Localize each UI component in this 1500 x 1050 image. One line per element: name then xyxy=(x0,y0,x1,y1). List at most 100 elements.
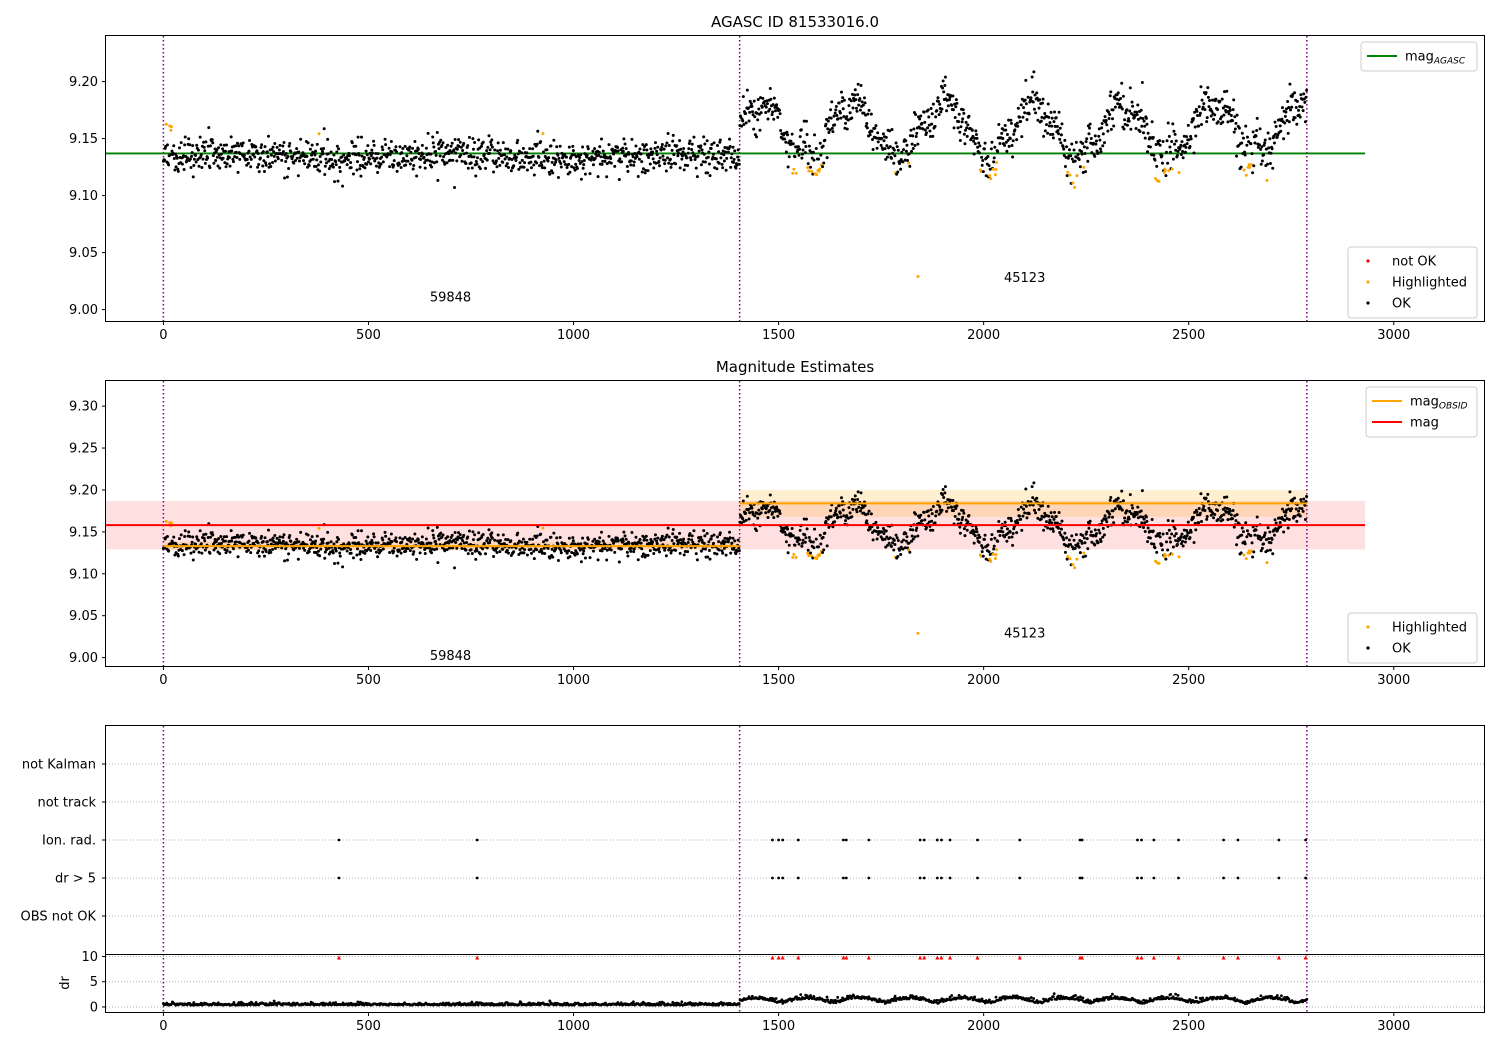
category-label: Ion. rad. xyxy=(42,834,96,849)
data-point xyxy=(228,164,232,168)
data-point xyxy=(724,168,728,172)
data-point xyxy=(973,142,977,146)
data-point xyxy=(384,534,388,538)
data-point xyxy=(939,110,943,114)
dr-point xyxy=(321,1001,325,1005)
data-point xyxy=(786,165,790,169)
data-point xyxy=(819,542,823,546)
data-point xyxy=(1116,102,1120,106)
data-point xyxy=(908,528,912,532)
data-point xyxy=(487,134,491,138)
data-point xyxy=(465,151,469,155)
data-point xyxy=(1235,113,1239,117)
data-point xyxy=(812,546,816,550)
data-point xyxy=(1189,137,1193,141)
data-point xyxy=(1066,170,1070,174)
data-point xyxy=(1127,517,1131,521)
data-point xyxy=(1198,511,1202,515)
data-point xyxy=(666,526,670,530)
data-point xyxy=(1063,165,1067,169)
data-point xyxy=(703,534,707,538)
data-point xyxy=(1059,533,1063,537)
data-point xyxy=(1112,124,1116,128)
data-point xyxy=(1262,542,1266,546)
data-point xyxy=(986,154,990,158)
data-point xyxy=(461,539,465,543)
data-point xyxy=(869,512,873,516)
data-point xyxy=(1009,516,1013,520)
data-point xyxy=(718,138,722,142)
data-point xyxy=(1234,121,1238,125)
data-point xyxy=(539,161,543,165)
y-tick-label: 9.05 xyxy=(69,609,98,624)
data-point xyxy=(376,170,380,174)
data-point xyxy=(550,547,554,551)
data-point xyxy=(864,513,868,517)
data-point xyxy=(1262,153,1266,157)
data-point xyxy=(394,536,398,540)
data-point xyxy=(892,148,896,152)
data-point xyxy=(465,541,469,545)
panel4-data xyxy=(106,954,1484,1012)
data-point xyxy=(1294,106,1298,110)
data-point xyxy=(712,533,716,537)
data-point xyxy=(1227,512,1231,516)
data-point xyxy=(1101,526,1105,530)
data-point xyxy=(929,106,933,110)
data-point xyxy=(1294,507,1298,511)
data-point xyxy=(1302,92,1306,96)
data-point xyxy=(1245,135,1249,139)
dr-point xyxy=(799,993,803,997)
data-point xyxy=(231,160,235,164)
data-point xyxy=(951,499,955,503)
data-point xyxy=(723,536,727,540)
data-point xyxy=(841,107,845,111)
data-point xyxy=(1084,140,1088,144)
data-point xyxy=(1057,132,1061,136)
data-point xyxy=(1286,131,1290,135)
data-point xyxy=(641,167,645,171)
data-point xyxy=(729,165,733,169)
data-point xyxy=(640,170,644,174)
data-point xyxy=(575,552,579,556)
data-point xyxy=(230,539,234,543)
data-point xyxy=(509,539,513,543)
data-point xyxy=(557,156,561,160)
data-point xyxy=(1183,143,1187,147)
data-point xyxy=(720,152,724,156)
data-point xyxy=(793,155,797,159)
data-point xyxy=(1128,86,1132,90)
data-point xyxy=(847,104,851,108)
data-point xyxy=(477,531,481,535)
data-point xyxy=(1272,533,1276,537)
data-point xyxy=(225,143,229,147)
data-point xyxy=(657,547,661,551)
legend-label: Highlighted xyxy=(1392,621,1467,636)
data-point xyxy=(1111,108,1115,112)
data-point xyxy=(644,553,648,557)
data-point xyxy=(744,511,748,515)
data-point xyxy=(408,162,412,166)
data-point xyxy=(551,171,555,175)
data-point xyxy=(896,538,900,542)
data-point xyxy=(860,100,864,104)
panel2-frame xyxy=(105,380,1485,667)
data-point xyxy=(1049,110,1053,114)
data-point xyxy=(432,145,436,149)
data-point xyxy=(354,144,358,148)
data-point xyxy=(680,157,684,161)
data-point xyxy=(548,556,552,560)
data-point xyxy=(399,166,403,170)
data-point xyxy=(238,541,242,545)
data-point xyxy=(814,537,818,541)
data-point xyxy=(490,531,494,535)
data-point xyxy=(764,507,768,511)
data-point xyxy=(1078,551,1082,555)
data-point xyxy=(1143,124,1147,128)
data-point xyxy=(334,549,338,553)
data-point xyxy=(221,147,225,151)
data-point xyxy=(578,155,582,159)
data-point xyxy=(777,108,781,112)
data-point xyxy=(728,145,732,149)
data-point xyxy=(581,552,585,556)
